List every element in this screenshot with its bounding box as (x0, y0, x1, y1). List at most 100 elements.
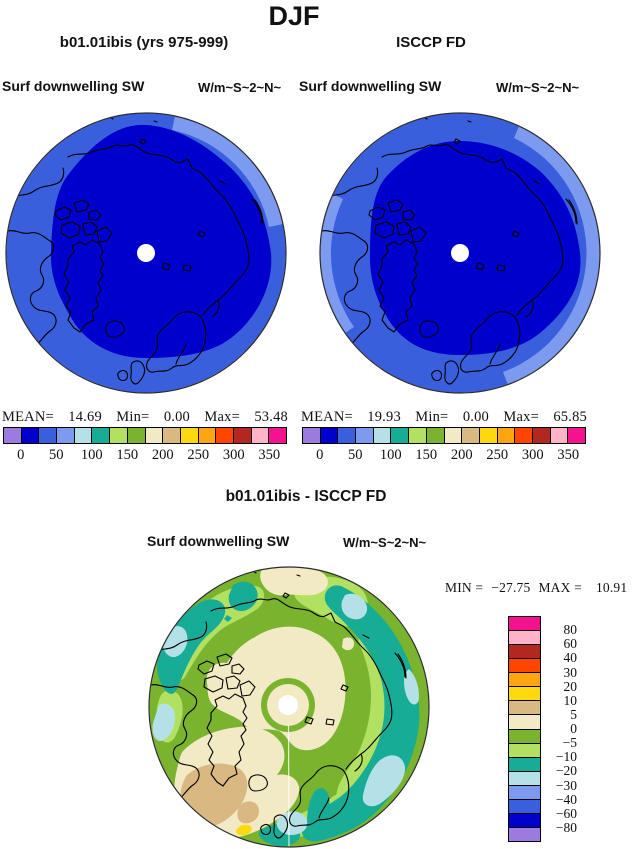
colorbar-cell (509, 714, 540, 729)
colorbar-cell (337, 428, 356, 443)
colorbar-cell (549, 428, 568, 443)
colorbar-tick-label: 50 (49, 447, 64, 463)
colorbar-tick-label: 20 (563, 678, 578, 694)
diff-map-contours (149, 567, 429, 847)
colorbar-tick-label: 5 (570, 706, 577, 722)
colorbar-cell (268, 428, 286, 443)
stats-line-diff: MIN = −27.75 MAX = 10.91 (445, 580, 627, 596)
max-value: 53.48 (254, 409, 288, 425)
units-label-diff: W/m~S~2~N~ (343, 535, 427, 550)
obs-map (319, 112, 601, 394)
colorbar-tick-label: 0 (570, 721, 577, 736)
colorbar-cell (303, 428, 320, 443)
colorbar-cell (319, 428, 338, 443)
mean-value: 14.69 (68, 409, 102, 425)
colorbar-right: 0 50 100 150 200 250 300 350 (302, 427, 586, 463)
colorbar-cell (509, 784, 540, 799)
colorbar-cell (425, 428, 444, 443)
contour-50-75-west (320, 194, 354, 333)
panel-right-title: ISCCP FD (396, 34, 466, 51)
colorbar-cell (91, 428, 110, 443)
min-label: Min= (415, 409, 449, 425)
contours-pale-cyan (152, 593, 419, 835)
colorbar-cells (3, 427, 287, 444)
colorbar-cell (56, 428, 74, 443)
contour-50-75-east (503, 126, 600, 385)
min-label: Min= (116, 409, 150, 425)
max-label: Max= (204, 409, 240, 425)
colorbar-cell (215, 428, 233, 443)
colorbar-tick-label: −80 (555, 819, 577, 835)
max-value: 65.85 (553, 409, 587, 425)
units-label-right: W/m~S~2~N~ (496, 80, 580, 95)
colorbar-ticks: 80 60 40 30 20 10 5 0 −5 −10 −20 −30 −40 −60 −80 (550, 616, 577, 842)
variable-label-diff: Surf downwelling SW (147, 533, 290, 549)
colorbar-tick-label: 50 (348, 447, 363, 463)
panel-left-title: b01.01ibis (yrs 975-999) (59, 34, 229, 51)
colorbar-ticks: 0 50 100 150 200 250 300 350 (3, 444, 287, 463)
colorbar-tick-label: −10 (555, 749, 577, 765)
colorbar-tick-label: 80 (563, 622, 578, 638)
colorbar-tick-label: 100 (379, 447, 402, 463)
colorbar-cell (509, 798, 540, 813)
colorbar-cell (232, 428, 251, 443)
stats-line-left: MEAN= 14.69 Min= 0.00 Max= 53.48 (2, 409, 288, 426)
colorbar-cell (509, 700, 540, 715)
max-label: Max= (503, 409, 539, 425)
max-value: 10.91 (595, 580, 628, 595)
colorbar-tick-label: 30 (563, 664, 578, 680)
meridian-seam (287, 724, 290, 847)
colorbar-cell (73, 428, 92, 443)
colorbar-tick-label: −40 (555, 791, 577, 807)
colorbar-cell (514, 428, 532, 443)
colorbar-cell (509, 686, 540, 701)
colorbar-cell (372, 428, 391, 443)
colorbar-cell (20, 428, 39, 443)
colorbar-cell (461, 428, 479, 443)
colorbar-cell (509, 826, 540, 841)
colorbar-cell (478, 428, 497, 443)
contour-yellow-spot (236, 824, 252, 836)
colorbar-ticks: 0 50 100 150 200 250 300 350 (302, 444, 586, 463)
colorbar-tick-label: 0 (316, 447, 324, 463)
colorbar-cell (355, 428, 373, 443)
colorbar-tick-label: −20 (555, 763, 577, 779)
colorbar-tick-label: 200 (151, 447, 174, 463)
map-border (5, 112, 287, 394)
colorbar-cell (509, 617, 540, 631)
colorbar-cell (144, 428, 163, 443)
mean-value: 19.93 (367, 409, 401, 425)
diff-map (148, 566, 430, 848)
colorbar-cell (509, 742, 540, 757)
colorbar-tick-label: 40 (563, 650, 578, 666)
map-border (148, 566, 430, 848)
colorbar-cell (509, 672, 540, 687)
min-value: 0.00 (163, 409, 191, 425)
units-label-left: W/m~S~2~N~ (198, 80, 282, 95)
colorbar-cell (197, 428, 216, 443)
colorbar-cell (390, 428, 409, 443)
colorbar-cell (109, 428, 127, 443)
pole-hole (137, 244, 155, 262)
colorbar-cell (162, 428, 180, 443)
colorbar-cell (509, 812, 540, 827)
colorbar-cell (443, 428, 462, 443)
colorbar-tick-label: 60 (563, 636, 578, 652)
variable-label-right: Surf downwelling SW (299, 78, 442, 94)
colorbar-tick-label: 10 (563, 692, 578, 708)
contour-50-75 (172, 116, 283, 227)
mean-label: MEAN= (301, 409, 353, 425)
colorbar-cell (531, 428, 550, 443)
model-map (5, 112, 287, 394)
colorbar-tick-label: 250 (486, 447, 509, 463)
colorbar-diff: 80 60 40 30 20 10 5 0 −5 −10 −20 −30 −40 −60 −80 (508, 616, 588, 842)
season-title: DJF (268, 1, 320, 31)
colorbar-cell (408, 428, 426, 443)
colorbar-tick-label: 300 (521, 447, 544, 463)
min-value: 0.00 (462, 409, 490, 425)
colorbar-tick-label: 350 (258, 447, 281, 463)
stats-line-right: MEAN= 19.93 Min= 0.00 Max= 65.85 (301, 409, 587, 426)
colorbar-tick-label: −60 (555, 805, 577, 821)
colorbar-tick-label: 100 (80, 447, 103, 463)
colorbar-tick-label: 350 (557, 447, 580, 463)
